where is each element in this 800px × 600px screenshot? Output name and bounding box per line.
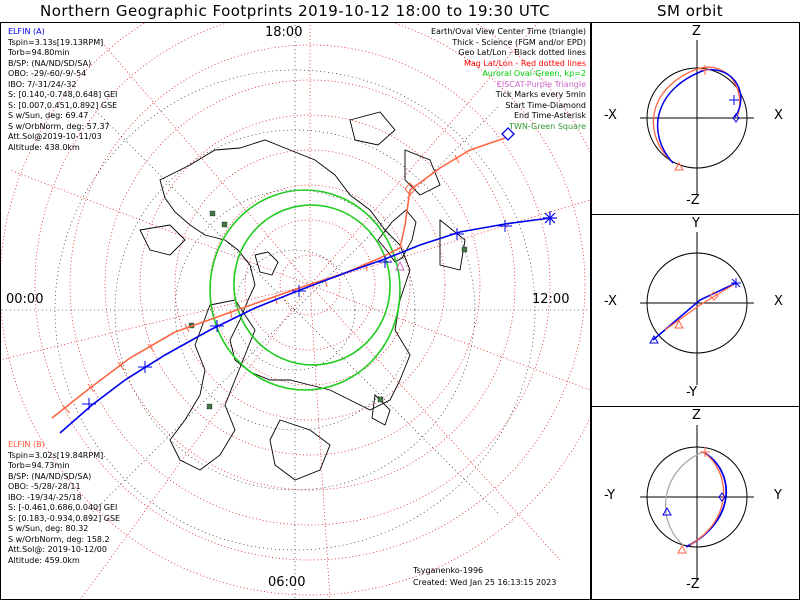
label-06h: 06:00	[268, 575, 306, 590]
legend-item: Tick Marks every 5min	[495, 90, 586, 99]
eiscat-marker	[395, 260, 405, 271]
info-line: Altitude: 459.0km	[8, 555, 80, 565]
op3-left: -Y	[604, 488, 616, 503]
elfin-a-name: ELFIN (A)	[8, 27, 45, 36]
legend-item: TWN-Green Square	[509, 121, 586, 131]
legend-item: Start Time-Diamond	[505, 100, 586, 110]
info-line: S w/Sun, deg: 69.47	[8, 111, 89, 120]
created-text: Created: Wed Jan 25 16:13:15 2023	[413, 578, 557, 587]
op2-top: Y	[692, 216, 700, 231]
info-line: Att.Sol@: 2019-10-12/00	[8, 545, 107, 554]
auroral-oval	[209, 189, 401, 391]
info-line: IBO: 7/-31/24/-32	[8, 79, 77, 89]
coastlines	[139, 111, 466, 481]
op2-left: -X	[604, 294, 617, 309]
info-line: B/SP: (NA/ND/SD/SA)	[8, 58, 92, 68]
info-line: Tspin=3.02s[19.84RPM]	[8, 450, 104, 460]
info-line: S w/Sun, deg: 80.32	[8, 524, 89, 533]
info-line: S w/OrbNorm, deg: 57.37	[8, 121, 110, 131]
op3-right: Y	[774, 488, 782, 503]
label-12h: 12:00	[532, 292, 570, 307]
op3-bottom: -Z	[686, 577, 700, 592]
legend-item: Earth/Oval View Center Time (triangle)	[430, 27, 586, 36]
elfin-b-name: ELFIN (B)	[8, 440, 45, 449]
elfin-b-track	[51, 137, 506, 419]
info-line: Att.Sol@2019-10-11/03	[8, 132, 102, 141]
mag-grid	[1, 23, 590, 599]
info-line: Torb=94.73min	[8, 461, 70, 470]
elfin-a-start-diamond	[501, 127, 515, 141]
op3-top: Z	[692, 408, 701, 423]
info-line: S: [0.007,0.451,0.892] GSE	[8, 100, 118, 110]
info-line: Altitude: 438.0km	[8, 142, 80, 152]
op1-bottom: -Z	[686, 193, 700, 208]
legend-item: Auroral Oval-Green, kp=2	[482, 69, 586, 78]
legend-item: Thick - Science (FGM and/or EPD)	[452, 37, 586, 47]
op2-right: X	[774, 294, 783, 309]
op1-left: -X	[604, 108, 617, 123]
map-title: Northern Geographic Footprints 2019-10-1…	[40, 2, 551, 20]
label-00h: 00:00	[6, 292, 44, 307]
info-line: S w/OrbNorm, deg: 158.2	[8, 534, 110, 544]
op1-right: X	[774, 108, 783, 123]
elfin-a-info: ELFIN (A) Tspin=3.13s[19.13RPM] Torb=94.8…	[8, 27, 117, 153]
legend-item: EISCAT-Purple Triangle	[496, 79, 586, 89]
elfin-a-end-asterisk	[543, 211, 557, 225]
legend-item: End Time-Asterisk	[513, 111, 586, 120]
orbit-title: SM orbit	[657, 2, 724, 20]
info-line: OBO: -29/-60/-9/-54	[8, 69, 87, 78]
op1-top: Z	[692, 24, 701, 39]
legend-item: Geo Lat/Lon - Black dotted lines	[458, 48, 586, 57]
info-line: Torb=94.80min	[8, 48, 70, 57]
orbit-yz	[640, 425, 754, 580]
info-line: Tspin=3.13s[19.13RPM]	[8, 37, 104, 47]
elfin-b-ticks	[61, 154, 460, 414]
info-line: S: [-0.461,0.686,0.040] GEI	[8, 503, 118, 512]
elfin-a-track	[59, 217, 551, 434]
info-line: B/SP: (NA/ND/SD/SA)	[8, 471, 92, 481]
legend: Earth/Oval View Center Time (triangle) Th…	[431, 27, 586, 132]
op2-bottom: -Y	[686, 385, 698, 400]
info-line: S: [0.183,-0.934,0.892] GSE	[8, 513, 121, 523]
credit-text: Tsyganenko-1996	[413, 566, 484, 575]
elfin-a-ticks	[82, 220, 512, 410]
info-line: OBO: -5/28/-28/11	[8, 482, 81, 491]
legend-item: Mag Lat/Lon - Red dotted lines	[463, 58, 586, 68]
elfin-b-info: ELFIN (B) Tspin=3.02s[19.84RPM] Torb=94.7…	[8, 440, 120, 566]
label-18h: 18:00	[265, 25, 303, 40]
orbit-xy	[640, 232, 754, 385]
elfin-b-start-diamond	[404, 182, 416, 196]
info-line: S: [0.140,-0.748,0.648] GEI	[8, 90, 118, 99]
orbit-xz	[640, 40, 754, 195]
info-line: IBO: -19/34/-25/18	[8, 492, 82, 502]
